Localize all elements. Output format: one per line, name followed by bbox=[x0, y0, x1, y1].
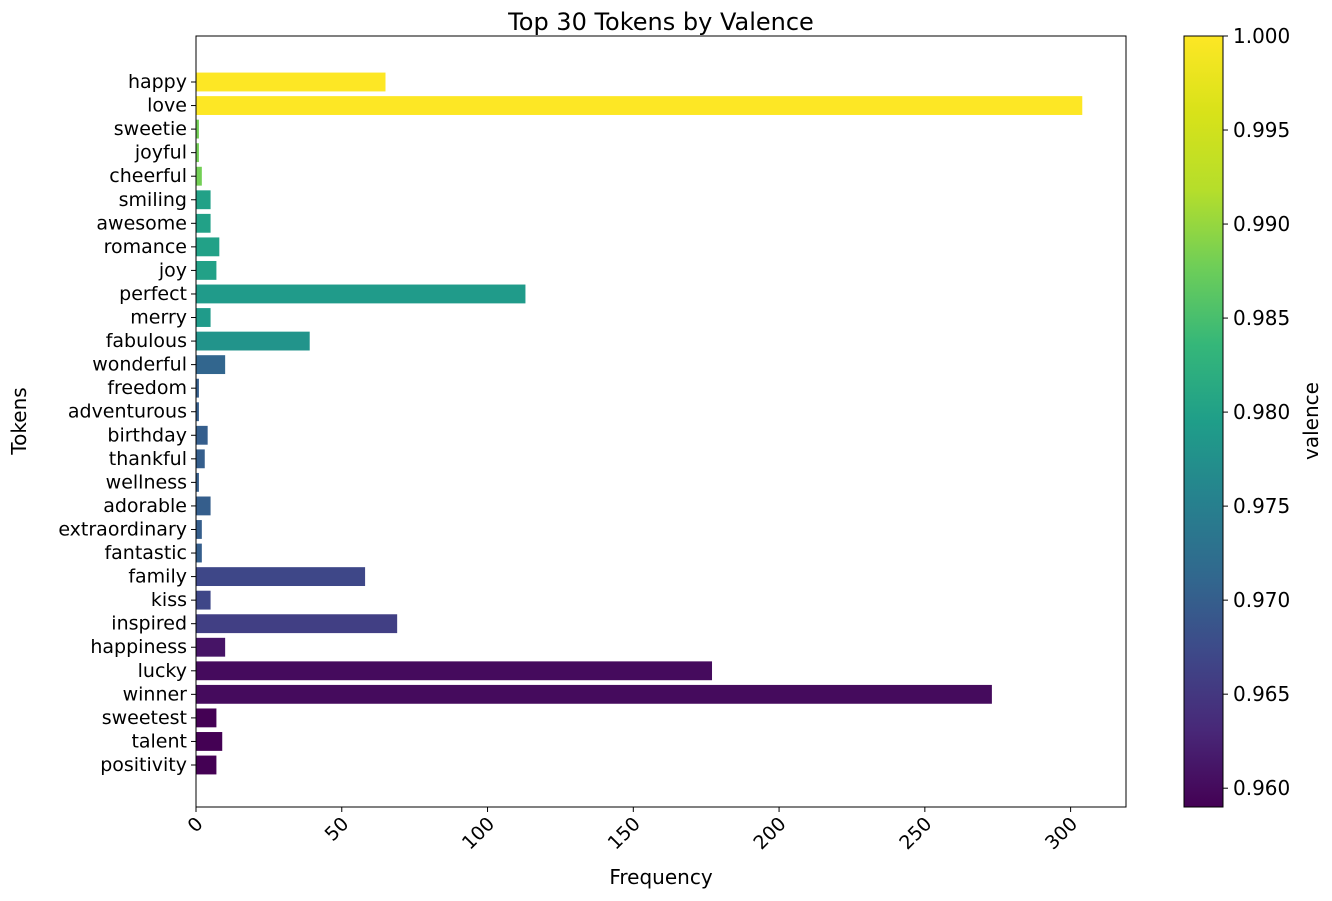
bar-happy bbox=[196, 72, 386, 92]
bar-thankful bbox=[196, 449, 205, 469]
y-tick-label: lucky bbox=[138, 660, 187, 682]
bar-joyful bbox=[196, 143, 199, 163]
bar-freedom bbox=[196, 378, 199, 398]
x-ticks: 0 50 100 150 200 250 300 bbox=[183, 807, 1082, 854]
bars-layer bbox=[196, 72, 1083, 775]
bar-sweetie bbox=[196, 119, 199, 139]
y-tick-label: joyful bbox=[134, 142, 187, 164]
bar-extraordinary bbox=[196, 520, 202, 539]
x-axis-label: Frequency bbox=[609, 865, 712, 889]
colorbar-tick-label: 0.980 bbox=[1233, 400, 1290, 424]
bar-positivity bbox=[196, 755, 217, 775]
y-tick-label: cheerful bbox=[109, 165, 187, 187]
bar-perfect bbox=[196, 284, 526, 304]
bar-wonderful bbox=[196, 355, 226, 375]
bar-romance bbox=[196, 237, 220, 257]
x-tick-label: 0 bbox=[183, 813, 207, 837]
y-tick-label: freedom bbox=[107, 377, 187, 399]
y-tick-label: family bbox=[128, 566, 187, 588]
y-tick-label: romance bbox=[104, 236, 187, 258]
bar-winner bbox=[196, 684, 992, 704]
bar-happiness bbox=[196, 637, 226, 657]
bar-birthday bbox=[196, 425, 208, 445]
x-tick-label: 250 bbox=[895, 813, 936, 854]
x-tick-label: 300 bbox=[1041, 813, 1082, 854]
x-tick-label: 50 bbox=[321, 813, 354, 846]
y-tick-label: winner bbox=[123, 683, 188, 705]
bar-inspired bbox=[196, 614, 398, 634]
y-tick-label: perfect bbox=[119, 283, 187, 305]
x-tick-label: 200 bbox=[749, 813, 790, 854]
chart-title: Top 30 Tokens by Valence bbox=[507, 8, 814, 36]
bar-lucky bbox=[196, 661, 713, 681]
bar-talent bbox=[196, 732, 223, 751]
x-tick-label: 100 bbox=[458, 813, 499, 854]
y-tick-label: thankful bbox=[109, 448, 187, 470]
y-tick-label: wellness bbox=[106, 471, 187, 493]
bar-smiling bbox=[196, 190, 211, 210]
y-tick-label: adorable bbox=[103, 495, 187, 517]
y-tick-label: adventurous bbox=[68, 401, 187, 423]
colorbar-tick-label: 0.970 bbox=[1233, 588, 1290, 612]
colorbar-tick-label: 0.975 bbox=[1233, 494, 1290, 518]
bar-family bbox=[196, 567, 366, 587]
y-tick-label: fantastic bbox=[104, 542, 187, 564]
colorbar bbox=[1183, 35, 1224, 808]
y-tick-label: sweetie bbox=[114, 118, 187, 140]
y-tick-label: positivity bbox=[100, 754, 187, 776]
y-tick-label: inspired bbox=[111, 613, 187, 635]
y-tick-label: sweetest bbox=[102, 707, 187, 729]
bar-kiss bbox=[196, 590, 211, 610]
y-axis-label: Tokens bbox=[7, 387, 31, 455]
colorbar-tick-label: 0.990 bbox=[1233, 212, 1290, 236]
colorbar-tick-label: 0.985 bbox=[1233, 306, 1290, 330]
plot-area-frame bbox=[195, 35, 1127, 808]
y-tick-label: fabulous bbox=[106, 330, 187, 352]
y-tick-label: merry bbox=[130, 307, 187, 329]
y-tick-label: happy bbox=[128, 71, 187, 93]
y-tick-label: awesome bbox=[96, 212, 187, 234]
y-tick-label: extraordinary bbox=[58, 518, 187, 540]
y-tick-label: talent bbox=[131, 730, 187, 752]
y-tick-label: love bbox=[147, 95, 187, 117]
bar-awesome bbox=[196, 213, 211, 233]
y-tick-label: wonderful bbox=[92, 354, 187, 376]
y-tick-label: birthday bbox=[107, 424, 187, 446]
bar-merry bbox=[196, 308, 211, 327]
bar-fantastic bbox=[196, 543, 202, 563]
bar-love bbox=[196, 96, 1083, 115]
colorbar-tick-label: 0.995 bbox=[1233, 118, 1290, 142]
y-tick-label: kiss bbox=[151, 589, 187, 611]
y-ticks: happylovesweetiejoyfulcheerfulsmilingawe… bbox=[58, 71, 196, 776]
x-tick-label: 150 bbox=[604, 813, 645, 854]
colorbar-tick-label: 0.965 bbox=[1233, 682, 1290, 706]
bar-cheerful bbox=[196, 166, 202, 186]
bar-sweetest bbox=[196, 708, 217, 728]
colorbar-tick-label: 0.960 bbox=[1233, 776, 1290, 800]
bar-wellness bbox=[196, 472, 199, 492]
bar-joy bbox=[196, 260, 217, 280]
colorbar-ticks: 1.000 0.995 0.990 0.985 0.980 0.975 0.970 0.965… bbox=[1223, 24, 1290, 800]
y-tick-label: happiness bbox=[90, 636, 187, 658]
bar-fabulous bbox=[196, 331, 310, 351]
colorbar-tick-label: 1.000 bbox=[1233, 24, 1290, 48]
bar-adventurous bbox=[196, 402, 199, 422]
bar-adorable bbox=[196, 496, 211, 516]
colorbar-label: valence bbox=[1299, 382, 1323, 460]
y-tick-label: smiling bbox=[119, 189, 187, 211]
y-tick-label: joy bbox=[158, 259, 187, 281]
